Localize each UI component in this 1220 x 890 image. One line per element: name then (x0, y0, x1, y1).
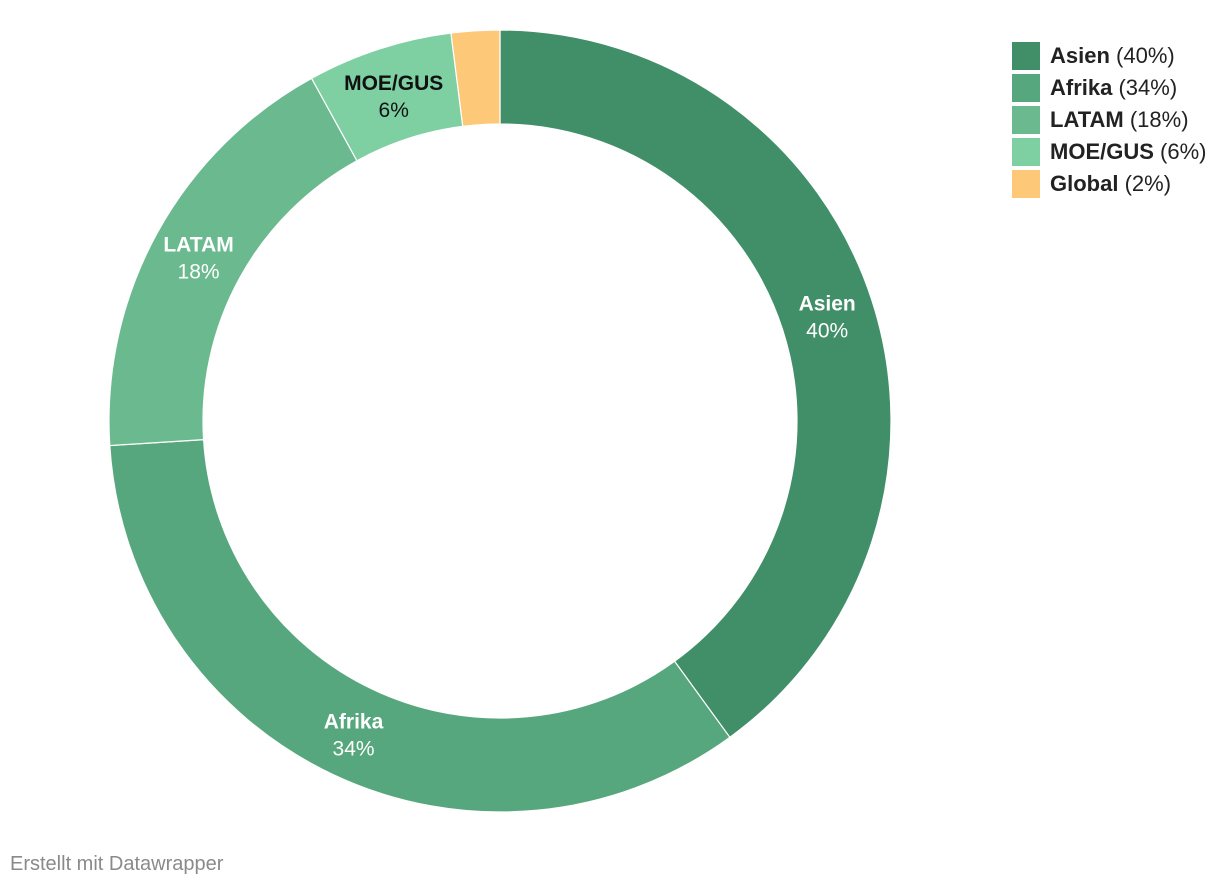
slice-latam[interactable] (108, 77, 358, 447)
slice-afrika[interactable] (109, 439, 731, 813)
slice-label-value-latam: 18% (178, 260, 220, 283)
slice-label-name-afrika: Afrika (324, 710, 384, 733)
slice-global[interactable] (450, 29, 501, 128)
legend-label: Asien (40%) (1050, 43, 1175, 69)
legend-item-asien[interactable]: Asien (40%) (1012, 40, 1206, 72)
legend-label: LATAM (18%) (1050, 107, 1189, 133)
slice-labels: Asien 40% Afrika 34% LATAM 18% MOE/GUS 6% (163, 72, 855, 760)
slice-label-name-latam: LATAM (163, 233, 233, 256)
legend-swatch (1012, 42, 1040, 70)
legend-series-percent: (18%) (1129, 107, 1189, 132)
legend-swatch (1012, 170, 1040, 198)
legend-item-moe-gus[interactable]: MOE/GUS (6%) (1012, 136, 1206, 168)
chart-legend: Asien (40%) Afrika (34%) LATAM (18%) MOE/GU… (1012, 40, 1206, 200)
legend-item-latam[interactable]: LATAM (18%) (1012, 104, 1206, 136)
legend-series-name: Asien (1050, 43, 1110, 68)
legend-swatch (1012, 74, 1040, 102)
legend-label: MOE/GUS (6%) (1050, 139, 1206, 165)
slice-label-name-moe-gus: MOE/GUS (344, 72, 443, 95)
legend-label: Global (2%) (1050, 171, 1171, 197)
legend-series-name: Global (1050, 171, 1119, 196)
legend-swatch (1012, 138, 1040, 166)
slice-label-name-asien: Asien (799, 293, 856, 316)
legend-series-name: MOE/GUS (1050, 139, 1154, 164)
legend-series-percent: (6%) (1160, 139, 1207, 164)
datawrapper-credit: Erstellt mit Datawrapper (10, 853, 224, 875)
legend-series-percent: (34%) (1118, 75, 1178, 100)
legend-label: Afrika (34%) (1050, 75, 1177, 101)
slice-label-value-afrika: 34% (333, 737, 375, 760)
legend-item-global[interactable]: Global (2%) (1012, 168, 1206, 200)
legend-series-percent: (2%) (1124, 171, 1172, 196)
legend-series-name: LATAM (1050, 107, 1124, 132)
donut-slices (108, 29, 892, 813)
legend-series-name: Afrika (1050, 75, 1113, 100)
slice-asien[interactable] (499, 29, 892, 739)
legend-item-afrika[interactable]: Afrika (34%) (1012, 72, 1206, 104)
legend-series-percent: (40%) (1116, 43, 1175, 68)
slice-label-value-asien: 40% (806, 320, 848, 343)
legend-swatch (1012, 106, 1040, 134)
slice-label-value-moe-gus: 6% (379, 99, 409, 122)
donut-chart: Asien 40% Afrika 34% LATAM 18% MOE/GUS 6% (108, 29, 892, 813)
